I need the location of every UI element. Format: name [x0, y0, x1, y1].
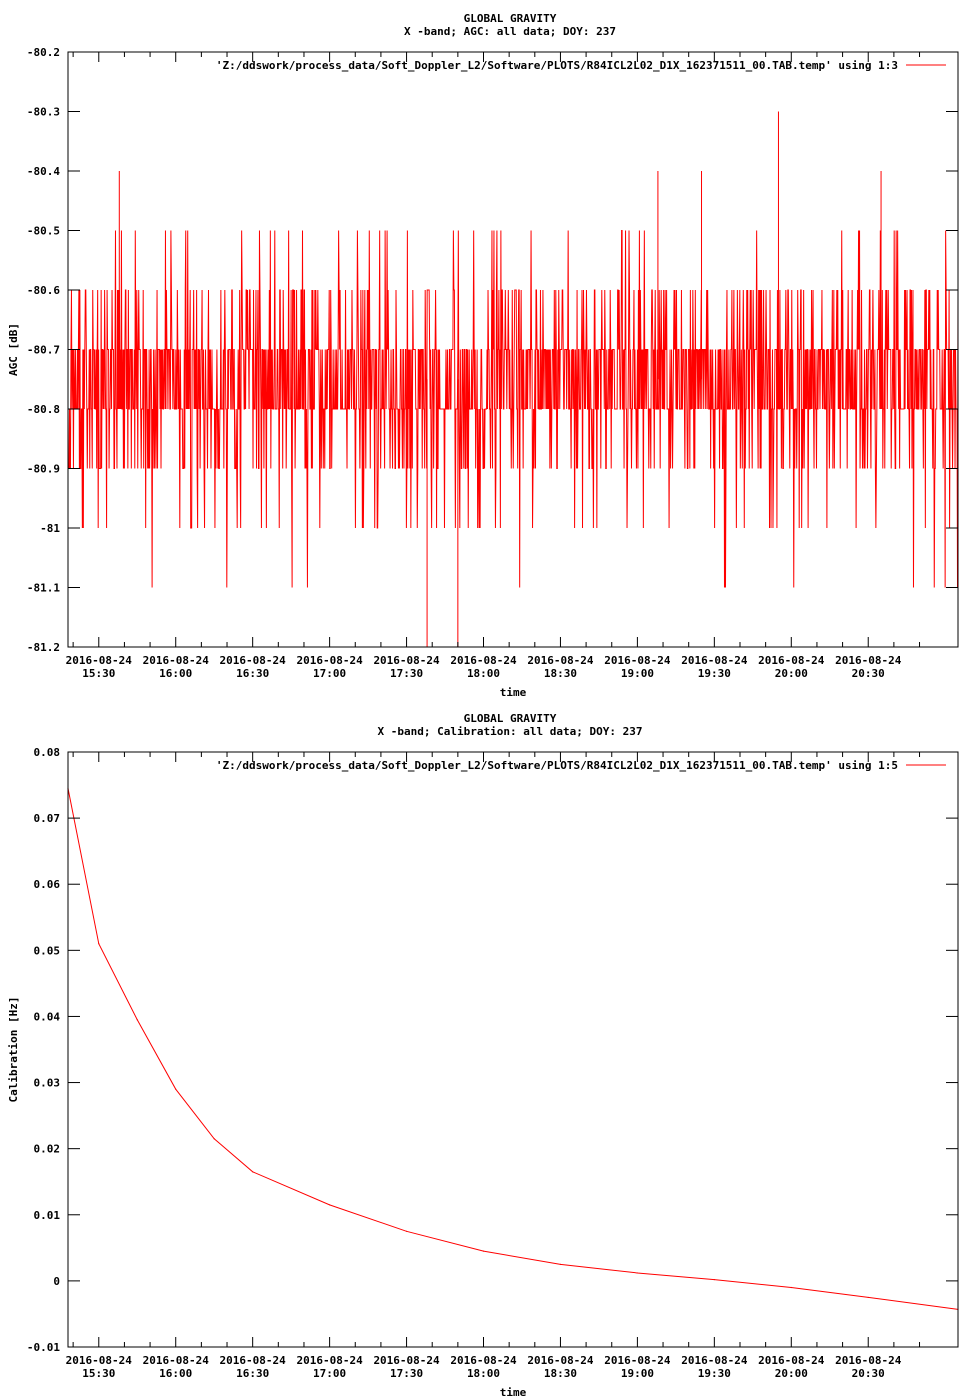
- chart1-xtick-date-2: 2016-08-24: [220, 654, 287, 667]
- chart2-legend-label: 'Z:/ddswork/process_data/Soft_Doppler_L2…: [216, 759, 898, 772]
- chart2-xtick-time-8: 19:30: [698, 1367, 731, 1380]
- chart2-point-4: [213, 1138, 215, 1140]
- chart2-point-9: [559, 1263, 562, 1265]
- chart2-xtick-date-8: 2016-08-24: [681, 1354, 748, 1367]
- chart2-xtick-date-7: 2016-08-24: [604, 1354, 671, 1367]
- chart2-xtick-time-2: 16:30: [236, 1367, 269, 1380]
- chart1-xlabel: time: [500, 686, 527, 699]
- chart2-xtick-time-0: 15:30: [82, 1367, 115, 1380]
- chart2-ytick-label-8: 0: [53, 1275, 60, 1288]
- chart1-xtick-date-10: 2016-08-24: [835, 654, 902, 667]
- chart1-xtick-date-3: 2016-08-24: [296, 654, 363, 667]
- chart2-point-5: [252, 1171, 254, 1173]
- chart2-point-1: [98, 943, 100, 945]
- chart1-ytick-label-8: -81: [40, 522, 60, 535]
- chart2-xtick-date-1: 2016-08-24: [143, 1354, 210, 1367]
- chart2-point-13: [867, 1296, 869, 1299]
- chart1-ylabel: AGC [dB]: [7, 323, 20, 376]
- chart1-xtick-time-1: 16:00: [159, 667, 192, 680]
- chart2-point-2: [136, 1019, 138, 1021]
- chart2-point-6: [329, 1204, 331, 1206]
- chart1-xtick-time-10: 20:30: [852, 667, 885, 680]
- chart1-xtick-date-5: 2016-08-24: [450, 654, 517, 667]
- chart2-xtick-time-3: 17:00: [313, 1367, 346, 1380]
- chart1-ytick-label-6: -80.8: [27, 403, 60, 416]
- chart2-ytick-label-5: 0.03: [34, 1077, 61, 1090]
- chart1-xtick-time-3: 17:00: [313, 667, 346, 680]
- chart2-xlabel: time: [500, 1386, 527, 1399]
- chart2-ytick-label-4: 0.04: [34, 1010, 61, 1023]
- chart2-ytick-label-1: 0.07: [34, 812, 61, 825]
- chart1-xtick-date-6: 2016-08-24: [527, 654, 594, 667]
- chart2-xtick-date-2: 2016-08-24: [220, 1354, 287, 1367]
- chart1-series-line: [68, 230, 959, 588]
- chart2-point-12: [790, 1286, 792, 1289]
- chart1-ytick-label-5: -80.7: [27, 344, 60, 357]
- chart2-ytick-label-6: 0.02: [34, 1143, 61, 1156]
- chart1-ytick-label-7: -80.9: [27, 463, 60, 476]
- chart1-ytick-label-3: -80.5: [27, 225, 60, 238]
- chart1-xtick-time-0: 15:30: [82, 667, 115, 680]
- chart1-xtick-date-0: 2016-08-24: [66, 654, 133, 667]
- chart2-xtick-date-4: 2016-08-24: [373, 1354, 440, 1367]
- chart2-xtick-date-0: 2016-08-24: [66, 1354, 133, 1367]
- chart1-xtick-date-8: 2016-08-24: [681, 654, 748, 667]
- chart2-xtick-date-10: 2016-08-24: [835, 1354, 902, 1367]
- chart1-subtitle: X -band; AGC: all data; DOY: 237: [404, 25, 616, 38]
- chart2-ytick-label-3: 0.05: [34, 944, 61, 957]
- chart1-xtick-time-8: 19:30: [698, 667, 731, 680]
- chart1-xtick-date-1: 2016-08-24: [143, 654, 210, 667]
- chart2-subtitle: X -band; Calibration: all data; DOY: 237: [378, 725, 643, 738]
- chart1-legend-label: 'Z:/ddswork/process_data/Soft_Doppler_L2…: [216, 59, 898, 72]
- chart1-xtick-time-2: 16:30: [236, 667, 269, 680]
- chart1-xtick-time-5: 18:00: [467, 667, 500, 680]
- chart1-ytick-label-0: -80.2: [27, 46, 60, 59]
- chart2-point-11: [713, 1278, 715, 1281]
- chart2-ytick-label-2: 0.06: [34, 878, 61, 891]
- chart2-xtick-date-6: 2016-08-24: [527, 1354, 594, 1367]
- chart1-xtick-date-9: 2016-08-24: [758, 654, 825, 667]
- chart2-ylabel: Calibration [Hz]: [7, 997, 20, 1103]
- chart2-xtick-time-5: 18:00: [467, 1367, 500, 1380]
- chart1-xtick-date-7: 2016-08-24: [604, 654, 671, 667]
- chart2-plot-frame: [67, 751, 959, 1348]
- chart1-xtick-time-7: 19:00: [621, 667, 654, 680]
- chart2-xtick-time-4: 17:30: [390, 1367, 423, 1380]
- chart2-series-line: [67, 788, 959, 1310]
- chart1-ytick-label-9: -81.1: [27, 582, 60, 595]
- chart2-xtick-time-7: 19:00: [621, 1367, 654, 1380]
- chart2-xtick-time-1: 16:00: [159, 1367, 192, 1380]
- chart1-xtick-time-6: 18:30: [544, 667, 577, 680]
- chart2-xtick-date-3: 2016-08-24: [296, 1354, 363, 1367]
- chart1-title: GLOBAL GRAVITY: [464, 12, 557, 25]
- chart2-ytick-label-7: 0.01: [34, 1209, 61, 1222]
- chart1-xtick-time-4: 17:30: [390, 667, 423, 680]
- chart2-point-10: [636, 1272, 638, 1274]
- chart2-ytick-label-9: -0.01: [27, 1341, 60, 1354]
- chart2-point-3: [175, 1088, 177, 1090]
- chart2-title: GLOBAL GRAVITY: [464, 712, 557, 725]
- chart1-xtick-time-9: 20:00: [775, 667, 808, 680]
- chart2-xtick-time-6: 18:30: [544, 1367, 577, 1380]
- chart2-point-7: [405, 1230, 408, 1232]
- chart1-ytick-label-4: -80.6: [27, 284, 60, 297]
- chart2-xtick-date-5: 2016-08-24: [450, 1354, 517, 1367]
- chart1-ytick-label-1: -80.3: [27, 106, 60, 119]
- chart1-ytick-label-10: -81.2: [27, 641, 60, 654]
- chart2-xtick-time-9: 20:00: [775, 1367, 808, 1380]
- chart2-ytick-label-0: 0.08: [34, 746, 61, 759]
- chart2-xtick-date-9: 2016-08-24: [758, 1354, 825, 1367]
- chart2-point-8: [482, 1250, 485, 1252]
- chart1-xtick-date-4: 2016-08-24: [373, 654, 440, 667]
- chart2-xtick-time-10: 20:30: [852, 1367, 885, 1380]
- chart1-ytick-label-2: -80.4: [27, 165, 60, 178]
